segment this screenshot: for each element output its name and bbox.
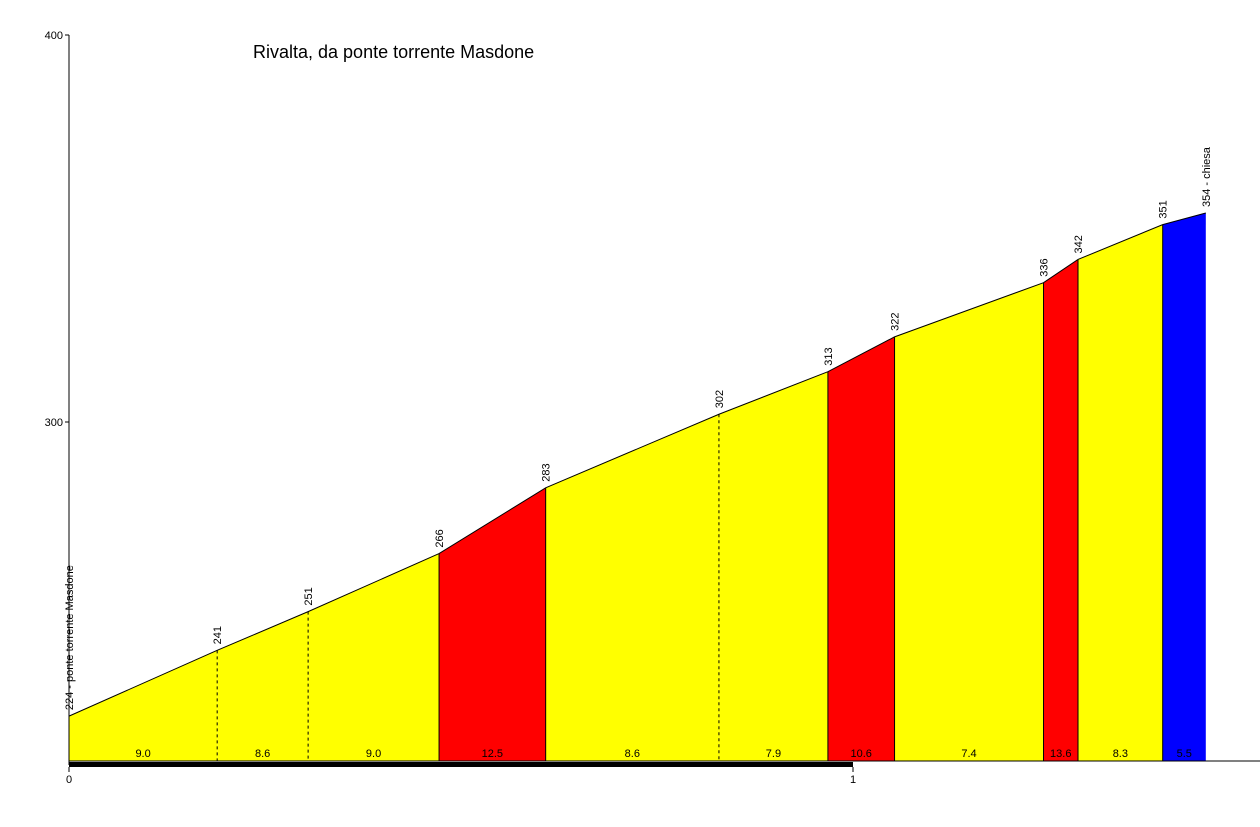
segment-area-moderate xyxy=(217,611,309,761)
gradient-label: 8.3 xyxy=(1113,748,1128,760)
gradient-label: 12.5 xyxy=(482,748,503,760)
segment-area-moderate xyxy=(1078,224,1163,761)
axis-ticks: 300 400 0 1 xyxy=(45,30,856,786)
altitude-label: 266 xyxy=(434,529,446,547)
altitude-label: 224 - ponte torrente Masdone xyxy=(64,565,76,710)
segment-area-moderate xyxy=(894,282,1044,761)
gradient-label: 5.5 xyxy=(1177,748,1192,760)
gradient-label: 7.9 xyxy=(766,748,781,760)
gradient-label: 13.6 xyxy=(1050,748,1071,760)
altitude-label: 251 xyxy=(303,587,315,605)
gradient-label: 9.0 xyxy=(135,748,150,760)
altitude-label: 313 xyxy=(823,347,835,365)
segment-dividers xyxy=(216,224,1164,761)
altitude-label: 336 xyxy=(1039,258,1051,276)
gradient-label: 8.6 xyxy=(625,748,640,760)
profile-line-group xyxy=(68,212,1206,717)
altitude-label: 283 xyxy=(541,463,553,481)
segment-area-moderate xyxy=(545,414,719,761)
altitude-label: 241 xyxy=(212,626,224,644)
x-tick-label: 0 xyxy=(66,774,72,786)
x-tick-label: 1 xyxy=(850,774,856,786)
axes xyxy=(68,35,1260,767)
segment-area-steep xyxy=(827,336,895,761)
gradient-label: 7.4 xyxy=(961,748,976,760)
altitude-label: 322 xyxy=(890,313,902,331)
segment-area-steep xyxy=(439,487,546,761)
segment-area-moderate xyxy=(308,553,440,761)
altitude-label: 354 - chiesa xyxy=(1201,146,1213,207)
gradient-label: 10.6 xyxy=(851,748,872,760)
profile-areas xyxy=(69,213,1206,761)
segment-area-final xyxy=(1162,213,1206,761)
segment-area-moderate xyxy=(718,371,828,761)
segment-area-steep xyxy=(1043,259,1079,761)
gradient-labels: 9.0 8.6 9.0 12.5 8.6 7.9 10.6 7.4 13.6 8.3 5.5 xyxy=(135,748,1191,760)
altitude-label: 302 xyxy=(714,390,726,408)
altitude-labels: 224 - ponte torrente Masdone 241 251 266 283… xyxy=(64,146,1213,710)
altitude-label: 351 xyxy=(1158,200,1170,218)
altitude-label: 342 xyxy=(1073,235,1085,253)
segment-area-moderate xyxy=(69,650,218,761)
km-scale-bar xyxy=(69,762,853,767)
y-tick-label: 300 xyxy=(45,417,63,429)
gradient-label: 8.6 xyxy=(255,748,270,760)
y-tick-label: 400 xyxy=(45,30,63,42)
profile-line xyxy=(68,212,1206,717)
chart-title: Rivalta, da ponte torrente Masdone xyxy=(253,42,534,62)
gradient-label: 9.0 xyxy=(366,748,381,760)
